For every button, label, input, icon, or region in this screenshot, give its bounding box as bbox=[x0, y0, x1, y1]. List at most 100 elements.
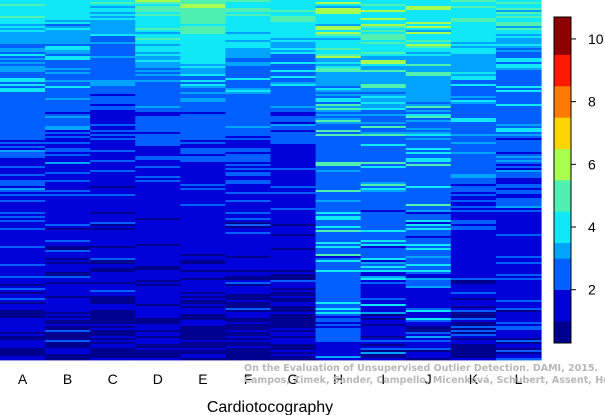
heatmap-cell bbox=[45, 60, 91, 63]
heatmap-cell bbox=[315, 320, 362, 323]
heatmap-cell bbox=[225, 218, 272, 221]
heatmap-cell bbox=[135, 162, 181, 165]
heatmap-cell bbox=[45, 144, 91, 147]
heatmap-cell bbox=[405, 110, 452, 113]
heatmap-cell bbox=[495, 26, 542, 29]
heatmap-cell bbox=[495, 46, 542, 49]
heatmap-cell bbox=[360, 344, 407, 347]
heatmap-cell bbox=[270, 348, 317, 351]
heatmap-cell bbox=[495, 294, 542, 297]
heatmap-cell bbox=[180, 14, 227, 17]
heatmap-cell bbox=[315, 208, 362, 211]
heatmap-cell bbox=[90, 264, 136, 267]
heatmap-cell bbox=[495, 226, 542, 229]
heatmap-cell bbox=[270, 240, 317, 243]
heatmap-cell bbox=[135, 340, 181, 343]
heatmap-cell bbox=[495, 238, 542, 241]
heatmap-cell bbox=[180, 282, 227, 285]
heatmap-cell bbox=[180, 306, 227, 309]
heatmap-cell bbox=[225, 350, 272, 353]
heatmap-cell bbox=[450, 154, 497, 157]
heatmap-cell bbox=[45, 112, 91, 115]
heatmap-cell bbox=[495, 132, 542, 135]
heatmap-cell bbox=[225, 282, 272, 285]
heatmap-cell bbox=[405, 280, 452, 283]
heatmap-cell bbox=[405, 8, 452, 11]
heatmap-cell bbox=[45, 10, 91, 13]
heatmap-cell bbox=[270, 6, 317, 9]
heatmap-cell bbox=[180, 278, 227, 281]
heatmap-cell bbox=[315, 302, 362, 305]
heatmap-cell bbox=[495, 190, 542, 193]
heatmap-cell bbox=[405, 126, 452, 129]
heatmap-cell bbox=[450, 342, 497, 345]
heatmap-cell bbox=[495, 74, 542, 77]
heatmap-cell bbox=[90, 190, 136, 193]
heatmap-cell bbox=[45, 308, 91, 311]
heatmap-cell bbox=[180, 338, 227, 341]
heatmap-cell bbox=[45, 66, 91, 69]
heatmap-cell bbox=[495, 40, 542, 43]
heatmap-cell bbox=[90, 138, 136, 141]
heatmap-cell bbox=[225, 178, 272, 181]
heatmap-cell bbox=[270, 154, 317, 157]
heatmap-cell bbox=[270, 90, 317, 93]
heatmap-cell bbox=[45, 272, 91, 275]
heatmap-cell bbox=[0, 56, 46, 59]
heatmap-cell bbox=[135, 66, 181, 69]
heatmap-cell bbox=[225, 230, 272, 233]
heatmap-cell bbox=[180, 266, 227, 269]
heatmap-cell bbox=[360, 148, 407, 151]
heatmap-cell bbox=[225, 292, 272, 295]
heatmap-cell bbox=[360, 314, 407, 317]
heatmap-cell bbox=[0, 28, 46, 31]
heatmap-cell bbox=[45, 280, 91, 283]
heatmap-cell bbox=[495, 14, 542, 17]
heatmap-cell bbox=[0, 298, 46, 301]
heatmap-cell bbox=[405, 90, 452, 93]
heatmap-cell bbox=[135, 178, 181, 181]
heatmap-cell bbox=[90, 0, 136, 3]
heatmap-cell bbox=[135, 128, 181, 131]
heatmap-cell bbox=[405, 202, 452, 205]
heatmap-cell bbox=[315, 116, 362, 119]
heatmap-cell bbox=[180, 264, 227, 267]
heatmap-cell bbox=[0, 54, 46, 57]
heatmap-cell bbox=[405, 350, 452, 353]
heatmap-cell bbox=[270, 66, 317, 69]
heatmap-cell bbox=[0, 194, 46, 197]
heatmap-cell bbox=[270, 124, 317, 127]
heatmap-cell bbox=[270, 126, 317, 129]
heatmap-cell bbox=[180, 302, 227, 305]
heatmap-cell bbox=[450, 94, 497, 97]
heatmap-cell bbox=[315, 120, 362, 123]
heatmap-cell bbox=[180, 328, 227, 331]
heatmap-cell bbox=[315, 300, 362, 303]
heatmap-cell bbox=[405, 318, 452, 321]
heatmap-cell bbox=[0, 242, 46, 245]
heatmap-cell bbox=[0, 142, 46, 145]
heatmap-cell bbox=[90, 212, 136, 215]
watermark: On the Evaluation of Unsupervised Outlie… bbox=[244, 363, 605, 386]
heatmap-cell bbox=[0, 250, 46, 253]
heatmap-cell bbox=[90, 250, 136, 253]
heatmap-cell bbox=[270, 34, 317, 37]
heatmap-cell bbox=[495, 80, 542, 83]
heatmap-cell bbox=[450, 192, 497, 195]
heatmap-cell bbox=[135, 152, 181, 155]
heatmap-cell bbox=[360, 48, 407, 51]
heatmap-cell bbox=[270, 316, 317, 319]
heatmap-cell bbox=[135, 156, 181, 159]
heatmap-cell bbox=[0, 6, 46, 9]
heatmap-cell bbox=[495, 240, 542, 243]
heatmap-cell bbox=[450, 22, 497, 25]
heatmap-cell bbox=[90, 6, 136, 9]
heatmap-cell bbox=[0, 232, 46, 235]
heatmap-cell bbox=[270, 226, 317, 229]
heatmap-cell bbox=[135, 180, 181, 183]
heatmap-cell bbox=[0, 76, 46, 79]
heatmap-cell bbox=[315, 72, 362, 75]
heatmap-cell bbox=[135, 44, 181, 47]
heatmap-cell bbox=[135, 92, 181, 95]
heatmap-cell bbox=[315, 254, 362, 257]
